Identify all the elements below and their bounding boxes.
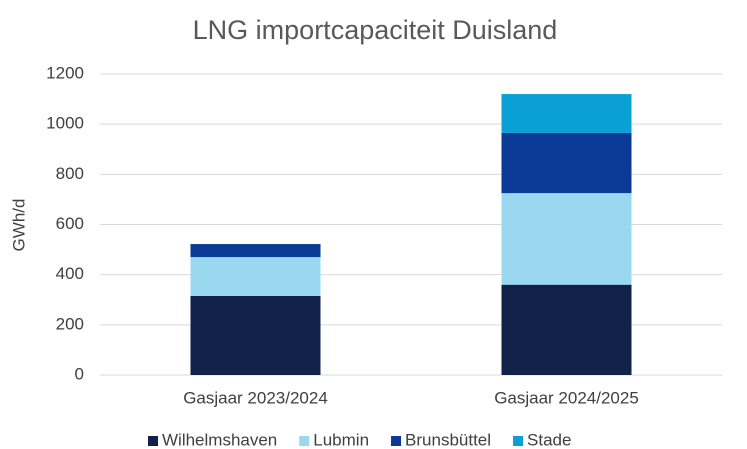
x-tick-label: Gasjaar 2023/2024 bbox=[183, 388, 328, 407]
legend-label: Brunsbüttel bbox=[405, 430, 491, 449]
bar-segment bbox=[501, 132, 632, 194]
legend-swatch bbox=[299, 436, 310, 446]
y-tick-label: 200 bbox=[56, 314, 84, 333]
legend-swatch bbox=[148, 436, 158, 446]
bar-segment bbox=[501, 193, 632, 285]
bar-segment bbox=[190, 244, 321, 258]
y-axis-label: GWh/d bbox=[9, 199, 28, 252]
y-tick-label: 1200 bbox=[46, 63, 84, 82]
legend-swatch bbox=[391, 436, 402, 446]
y-tick-label: 800 bbox=[56, 164, 84, 183]
legend-label: Lubmin bbox=[313, 430, 369, 449]
y-tick-label: 600 bbox=[56, 214, 84, 233]
bar-segment bbox=[190, 257, 321, 296]
legend-label: Stade bbox=[527, 430, 571, 449]
legend-swatch bbox=[513, 436, 524, 446]
legend-label: Wilhelmshaven bbox=[162, 430, 277, 449]
bar-segment bbox=[501, 94, 632, 133]
y-tick-label: 400 bbox=[56, 264, 84, 283]
bar-segment bbox=[190, 295, 321, 375]
y-tick-label: 1000 bbox=[46, 114, 84, 133]
x-tick-label: Gasjaar 2024/2025 bbox=[494, 388, 639, 407]
y-tick-label: 0 bbox=[75, 364, 84, 383]
bar-segment bbox=[501, 284, 632, 375]
chart-title: LNG importcapaciteit Duisland bbox=[193, 15, 558, 45]
